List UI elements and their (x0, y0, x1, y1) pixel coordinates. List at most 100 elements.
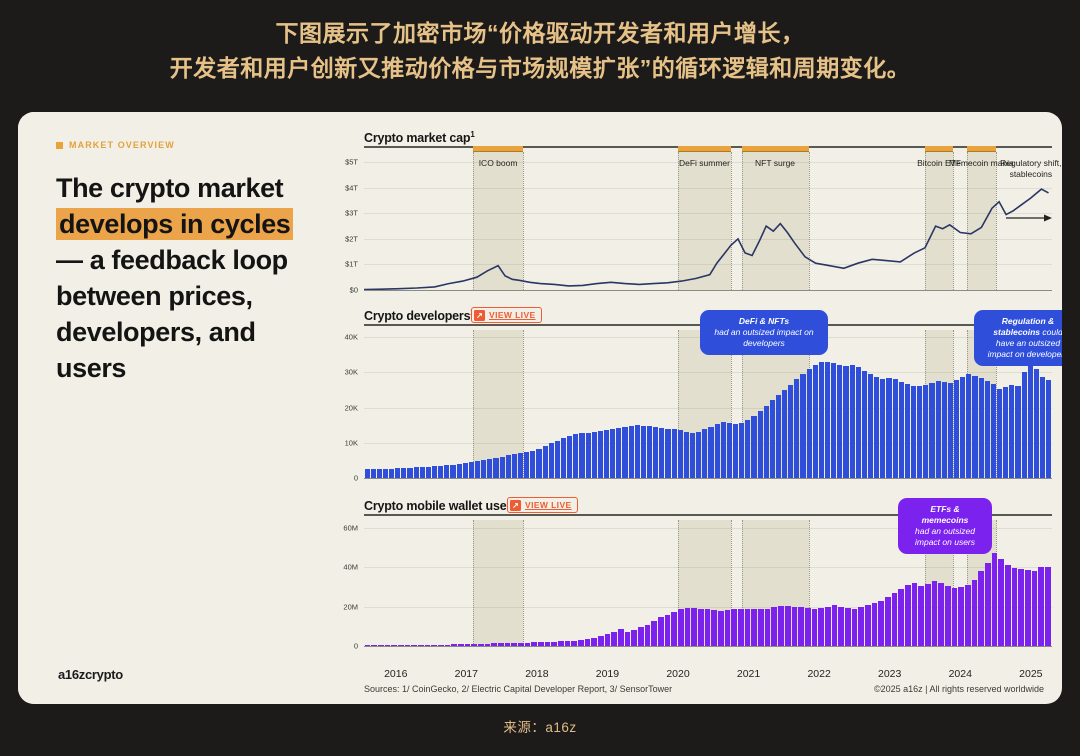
bar (738, 608, 744, 646)
chart-crypto-mobile-wallet-users: Crypto mobile wallet users3 ↗ VIEW LIVE … (340, 497, 1062, 676)
x-axis-years: 2016 2017 2018 2019 2020 2021 2022 2023 2024 2025 (364, 668, 1052, 684)
bar (397, 645, 404, 646)
bar (971, 580, 978, 646)
era-divider (522, 520, 524, 646)
top-caption: 下图展示了加密市场“价格驱动开发者和用户增长， 开发者和用户创新又推动价格与市场… (0, 16, 1080, 86)
era-divider (678, 152, 679, 290)
bar (978, 377, 984, 478)
view-live-button-wallet-users[interactable]: ↗ VIEW LIVE (507, 497, 578, 513)
bar (764, 608, 771, 646)
bar (561, 437, 567, 478)
bar (996, 389, 1003, 478)
bar (603, 429, 610, 478)
bar (484, 643, 491, 646)
era-divider (730, 330, 732, 478)
bar (424, 645, 431, 646)
bar (1045, 567, 1051, 646)
bar (542, 446, 548, 478)
era-label: Memecoin mania (949, 158, 1014, 168)
bar (757, 411, 763, 478)
bar (491, 643, 497, 646)
chart-title-text: Crypto developers (364, 309, 471, 324)
y-axis-tick-label: $4T (345, 183, 358, 193)
plot-market-cap: $5T $4T $3T $2T $1T $0 ICO boom DeFi summer NFT … (345, 146, 1062, 295)
bar (364, 645, 371, 646)
y-axis-tick-label: 40M (343, 562, 358, 572)
bar (567, 435, 573, 478)
gridline (364, 372, 1052, 374)
era-divider (808, 520, 810, 646)
era-divider (924, 520, 926, 646)
era-divider (953, 330, 955, 478)
bar (954, 380, 960, 478)
y-axis-tick-label: $0 (349, 285, 358, 295)
bar (898, 588, 904, 646)
bar (704, 609, 711, 646)
bar (951, 587, 958, 646)
era-label: NFT surge (755, 158, 796, 168)
bar (838, 607, 844, 646)
bar (684, 607, 691, 646)
era-divider (808, 152, 810, 290)
bar (904, 384, 911, 478)
bar (891, 592, 898, 646)
bar (425, 466, 432, 478)
bar (855, 367, 861, 478)
era-label: Regulatory shift, stablecoins (1000, 158, 1062, 179)
bar (616, 427, 622, 478)
bar (929, 382, 935, 478)
bar (964, 584, 971, 646)
bar (804, 608, 811, 646)
era-divider (730, 520, 732, 646)
bar (504, 643, 511, 646)
bar (451, 644, 457, 646)
chart-title-superscript: 1 (470, 130, 475, 139)
gridline (364, 606, 1052, 608)
bar (665, 428, 671, 478)
callout-regulation-stablecoins: Regulation & stablecoins could have an o… (974, 310, 1062, 366)
era-divider (473, 330, 475, 478)
era-band (741, 152, 809, 290)
era-label: DeFi summer (678, 158, 730, 168)
era-marker (678, 146, 731, 152)
view-live-button-developers[interactable]: ↗ VIEW LIVE (471, 307, 542, 323)
era-marker (967, 146, 996, 152)
bar (941, 382, 947, 478)
bar (851, 608, 858, 646)
chart-title-wallet-users: Crypto mobile wallet users3 (364, 498, 522, 513)
bar (653, 427, 659, 478)
era-divider (473, 520, 475, 646)
bar (462, 462, 468, 478)
bar (444, 465, 450, 478)
bar (718, 610, 724, 646)
chart-title-developers: Crypto developers2 (364, 308, 475, 323)
bar (935, 381, 941, 478)
bar (404, 645, 411, 646)
era-label: ICO boom (478, 158, 518, 168)
bar (1003, 387, 1009, 478)
chart-top-rule (364, 514, 1052, 516)
bar (475, 460, 481, 478)
bar (631, 630, 638, 646)
bar (524, 451, 530, 478)
square-bullet-icon (56, 141, 63, 149)
bar (778, 606, 784, 646)
gridline (364, 527, 1052, 529)
bar (618, 629, 624, 646)
bar (585, 432, 591, 478)
bar (904, 584, 911, 646)
era-band (967, 152, 996, 290)
bar (811, 608, 818, 646)
bar (696, 431, 702, 478)
bar (671, 611, 678, 646)
bar (364, 468, 370, 478)
x-axis-tick-label: 2021 (736, 668, 761, 680)
bar (444, 644, 451, 646)
bar (530, 450, 536, 478)
x-axis-tick-label: 2020 (666, 668, 690, 680)
x-axis-tick-label: 2017 (454, 668, 478, 680)
bar (958, 586, 964, 646)
bar (1025, 570, 1031, 646)
bar (858, 607, 864, 646)
bar (551, 641, 557, 646)
